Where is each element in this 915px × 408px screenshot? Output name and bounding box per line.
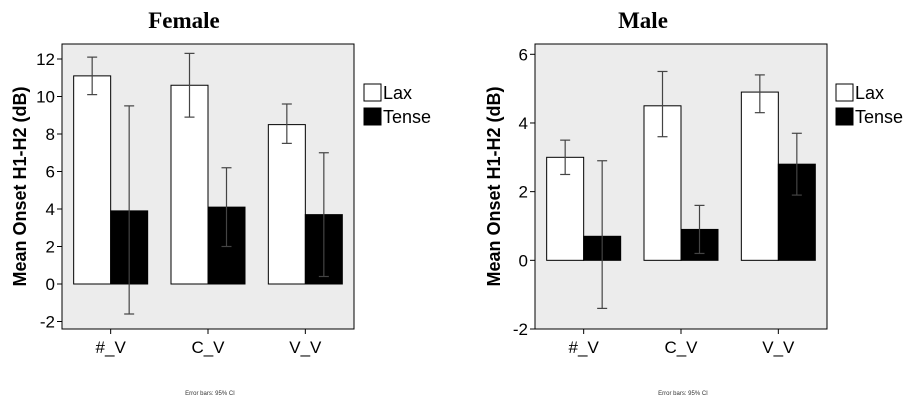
error-bar-note: Error bars: 95% CI <box>185 391 235 397</box>
legend-label-tense: Tense <box>855 107 903 127</box>
y-tick-label: 2 <box>46 238 55 257</box>
y-tick-label: 6 <box>519 45 528 64</box>
x-tick-label: C_V <box>191 338 225 357</box>
y-tick-label: 0 <box>519 251 528 270</box>
y-tick-label: -2 <box>513 320 528 339</box>
x-tick-label: V_V <box>762 338 795 357</box>
legend-label-tense: Tense <box>383 107 431 127</box>
y-tick-label: 4 <box>46 200 55 219</box>
y-tick-label: 4 <box>519 114 528 133</box>
legend-swatch-tense <box>363 107 382 126</box>
bar-lax <box>267 124 306 285</box>
error-bar-note: Error bars: 95% CI <box>658 391 708 397</box>
chart-panel-0: Female -2 0 2 4 6 8 10 12 Mean Onset H1-H2 (dB) #_… <box>10 8 431 397</box>
y-tick-label: 12 <box>36 50 55 69</box>
y-tick-label: 0 <box>46 275 55 294</box>
y-tick-label: 6 <box>46 163 55 182</box>
legend-label-lax: Lax <box>855 83 884 103</box>
x-tick-label: C_V <box>664 338 698 357</box>
bar-lax <box>740 91 779 261</box>
legend-swatch-lax <box>363 83 382 102</box>
x-tick-label: #_V <box>96 338 127 357</box>
y-axis-label: Mean Onset H1-H2 (dB) <box>10 86 30 286</box>
legend-swatch-lax <box>835 83 854 102</box>
bar-lax <box>170 84 209 285</box>
y-tick-label: 8 <box>46 125 55 144</box>
y-tick-label: 10 <box>36 88 55 107</box>
y-axis-label: Mean Onset H1-H2 (dB) <box>484 86 504 286</box>
chart-panel-1: Male -2 0 2 4 6 Mean Onset H1-H2 (dB) #_V C_V V_V… <box>484 8 903 397</box>
legend-swatch-tense <box>835 107 854 126</box>
legend-label-lax: Lax <box>383 83 412 103</box>
y-tick-label: 2 <box>519 183 528 202</box>
bar-lax <box>73 75 112 285</box>
y-tick-label: -2 <box>40 313 55 332</box>
x-tick-label: #_V <box>569 338 600 357</box>
x-tick-label: V_V <box>289 338 322 357</box>
chart-title: Male <box>618 8 668 33</box>
chart-title: Female <box>148 8 220 33</box>
